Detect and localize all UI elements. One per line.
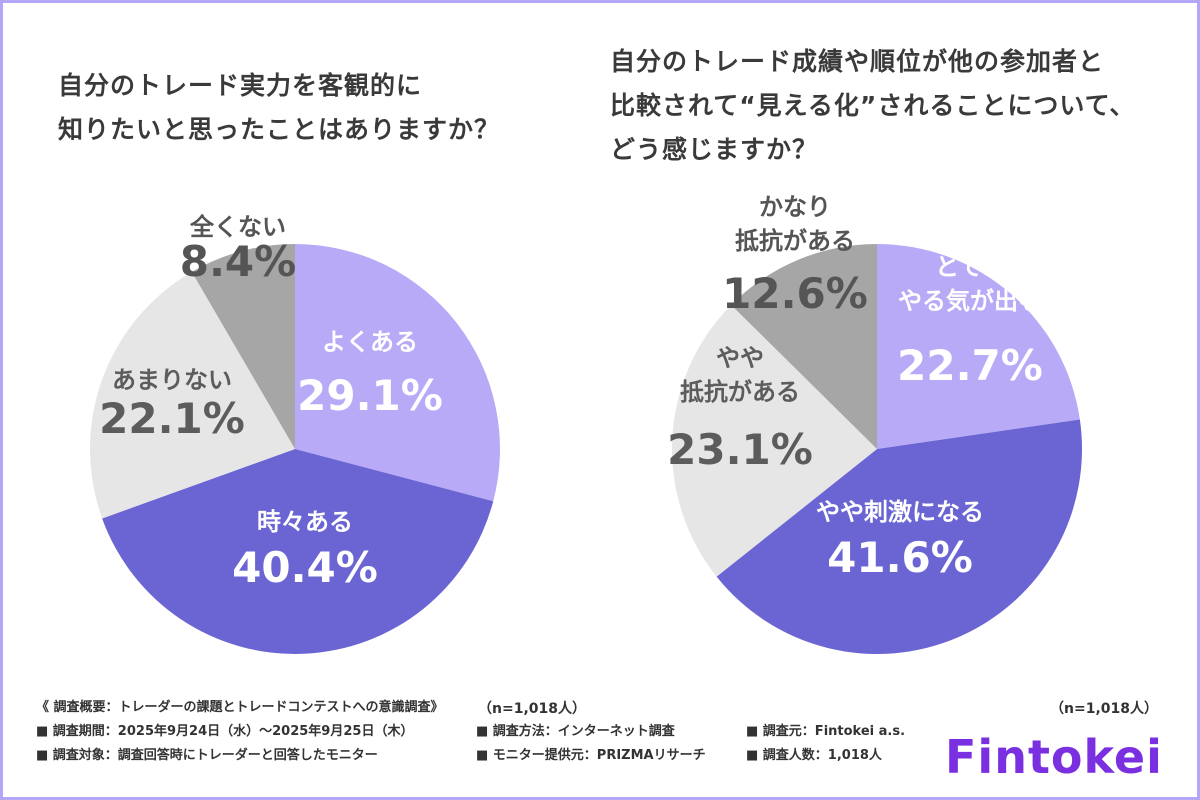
pie-slice-value: 22.1%: [99, 394, 245, 443]
pie-slice-label: よくある: [322, 328, 418, 356]
survey-period: ■ 調査期間：2025年9月24日（水）～2025年9月25日（木）: [36, 724, 414, 739]
survey-source: ■ 調査元：Fintokei a.s.: [746, 724, 906, 739]
chart-title-line: 知りたいと思ったことはありますか？: [58, 115, 501, 144]
survey-count: ■ 調査人数：1,018人: [746, 748, 882, 763]
pie-slice-label: かなり: [759, 193, 831, 221]
chart-title-line: どう感じますか？: [610, 135, 819, 164]
pie-slice-label: 抵抗がある: [680, 378, 800, 406]
pie-slice-label: 時々ある: [257, 508, 353, 536]
pie-slice-label: やや: [716, 344, 764, 372]
chart-title-right: 自分のトレード成績や順位が他の参加者と 比較されて“見える化”されることについて…: [610, 40, 1135, 172]
fintokei-logo: Fintokei: [945, 730, 1163, 784]
pie-slice-label: とても: [935, 253, 1005, 281]
survey-summary-heading: 《 調査概要：トレーダーの課題とトレードコンテストへの意識調査》: [36, 700, 444, 715]
pie-slice: [89, 271, 295, 519]
pie-slice-label: 抵抗がある: [735, 227, 855, 255]
sample-size-left: （n=1,018人）: [478, 701, 586, 717]
pie-slice-value: 23.1%: [667, 425, 813, 474]
pie-slice-value: 8.4%: [180, 237, 296, 286]
pie-slice-value: 22.7%: [897, 341, 1043, 390]
pie-slice-value: 41.6%: [827, 533, 973, 582]
pie-slice-value: 12.6%: [722, 269, 868, 318]
pie-slice-label: やる気が出る: [898, 287, 1042, 315]
pie-slice-value: 40.4%: [232, 543, 378, 592]
pie-slice: [731, 244, 877, 449]
pie-slice-label: やや刺激になる: [816, 498, 984, 526]
chart-title-line: 自分のトレード成績や順位が他の参加者と: [610, 47, 1105, 76]
survey-target: ■ 調査対象：調査回答時にトレーダーと回答したモニター: [36, 748, 378, 763]
chart-title-left: 自分のトレード実力を客観的に 知りたいと思ったことはありますか？: [58, 64, 500, 152]
survey-method: ■ 調査方法：インターネット調査: [476, 724, 675, 739]
survey-summary: 《 調査概要：トレーダーの課題とトレードコンテストへの意識調査》 ■ 調査期間：…: [36, 696, 936, 768]
pie-slice: [716, 419, 1082, 655]
pie-slice: [877, 244, 1080, 449]
pie-slice: [102, 449, 494, 654]
survey-provider: ■ モニター提供元：PRIZMAリサーチ: [476, 748, 706, 763]
pie-slice: [671, 304, 877, 577]
chart-title-line: 自分のトレード実力を客観的に: [58, 71, 423, 100]
pie-slice: [191, 244, 295, 449]
pie-slice-label: 全くない: [189, 213, 286, 241]
chart-title-line: 比較されて“見える化”されることについて、: [610, 91, 1136, 120]
pie-slice-value: 29.1%: [297, 371, 443, 420]
pie-slice-label: あまりない: [112, 366, 232, 394]
pie-slice: [295, 244, 500, 502]
sample-size-right: （n=1,018人）: [1050, 701, 1158, 717]
